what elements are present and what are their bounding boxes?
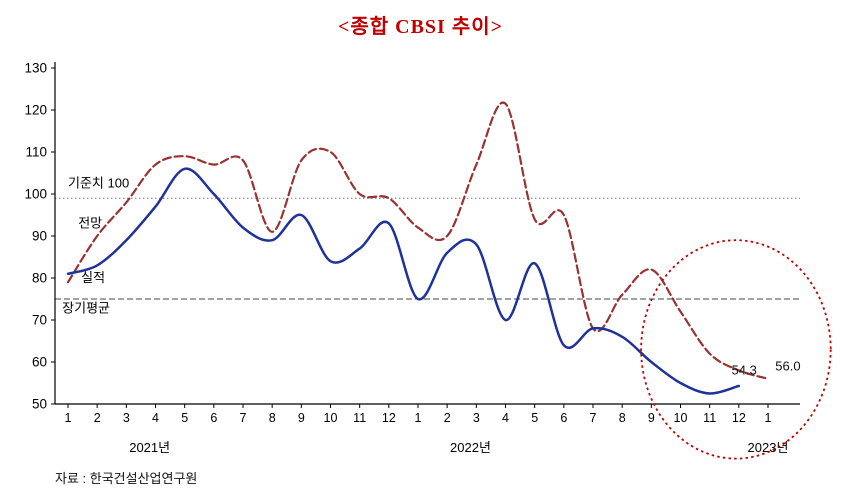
highlight-ellipse [640,239,832,460]
y-tick-label: 50 [32,397,47,412]
x-tick-label: 3 [473,411,480,425]
y-tick-label: 100 [24,187,47,202]
x-tick-label: 2 [94,411,101,425]
x-tick-label: 5 [531,411,538,425]
y-tick-label: 130 [24,61,47,76]
x-tick-label: 9 [298,411,305,425]
x-tick-label: 6 [210,411,217,425]
x-tick-label: 8 [269,411,276,425]
y-tick-label: 60 [32,355,47,370]
y-tick-label: 90 [32,229,47,244]
annotation-label: 56.0 [775,358,800,373]
x-tick-label: 7 [590,411,597,425]
x-tick-label: 1 [415,411,422,425]
x-tick-label: 11 [353,411,366,425]
annotation-label: 장기평균 [62,300,110,315]
year-label: 2022년 [450,440,491,455]
reference-lines [55,197,800,300]
x-tick-label: 6 [560,411,567,425]
x-tick-label: 4 [502,411,509,425]
annotation-label: 실적 [81,270,105,285]
x-tick-label: 12 [382,411,396,425]
year-label: 2023년 [748,440,789,455]
y-tick-label: 120 [24,103,47,118]
x-tick-label: 1 [765,411,772,425]
x-tick-label: 10 [324,411,338,425]
year-label: 2021년 [129,440,170,455]
x-tick-label: 8 [619,411,626,425]
x-tick-label: 11 [703,411,716,425]
y-tick-label: 80 [32,271,47,286]
source-note: 자료 : 한국건설산업연구원 [55,471,198,486]
x-tick-label: 5 [181,411,188,425]
actual-line [66,167,741,395]
chart-title: <종합 CBSI 추이> [337,16,504,38]
x-tick-label: 3 [123,411,130,425]
annotation-label: 기준치 100 [68,176,129,191]
x-tick-label: 10 [674,411,688,425]
x-tick-label: 2 [444,411,451,425]
x-tick-label: 9 [648,411,655,425]
y-tick-label: 110 [25,145,47,160]
annotation-label: 전망 [78,216,102,231]
y-tick-label: 70 [32,313,47,328]
x-tick-label: 1 [65,411,72,425]
forecast-line [66,101,770,380]
x-tick-label: 7 [240,411,247,425]
x-tick-label: 12 [732,411,746,425]
annotation-label: 54.3 [732,363,757,378]
x-tick-label: 4 [152,411,159,425]
